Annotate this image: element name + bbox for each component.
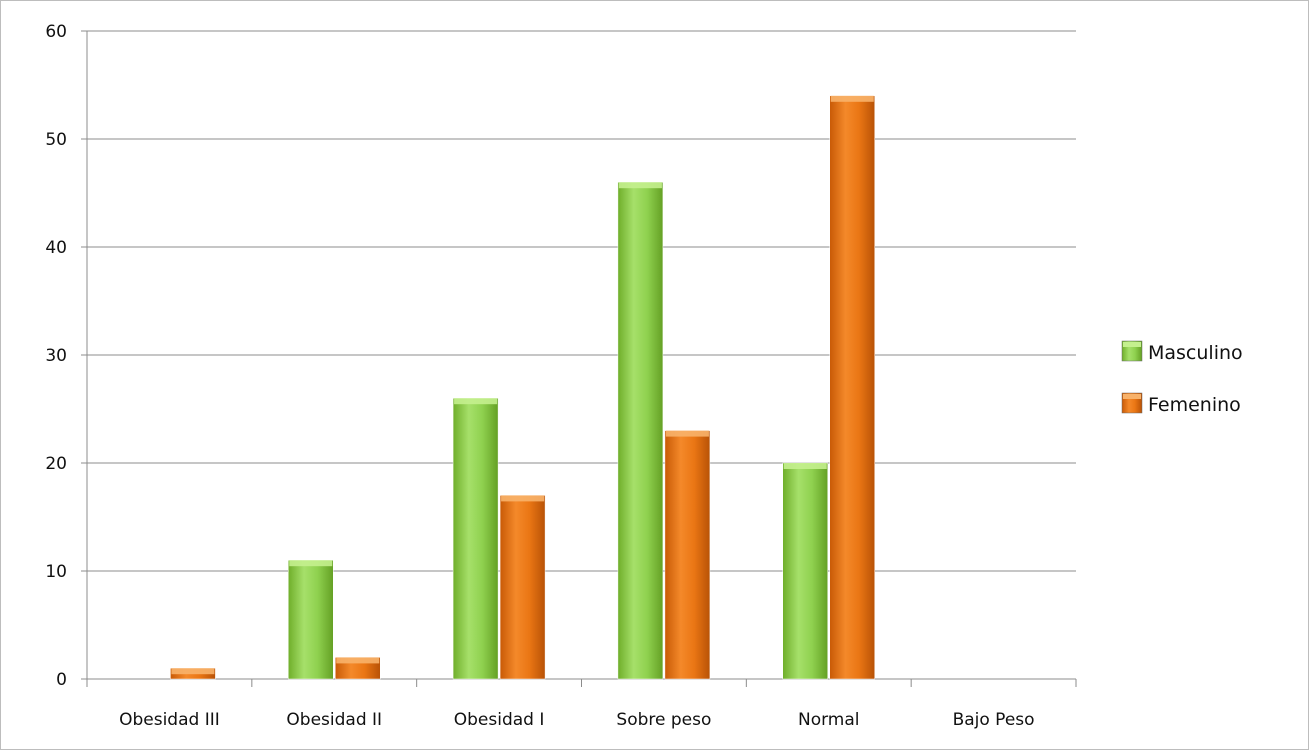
bar-highlight xyxy=(830,95,874,102)
x-tick-label: Obesidad II xyxy=(286,710,382,730)
bar-highlight xyxy=(336,657,380,664)
bar-masculino xyxy=(452,397,499,680)
bar-femenino xyxy=(499,495,546,680)
axes xyxy=(81,30,1077,687)
bars xyxy=(170,95,875,680)
y-tick-label: 60 xyxy=(45,22,67,42)
y-tick-label: 40 xyxy=(45,238,67,258)
bar-highlight xyxy=(454,398,498,405)
y-tick-label: 10 xyxy=(45,562,67,582)
axis-labels: 0 10 20 30 40 50 60 Obesidad III Obesidad II Obes… xyxy=(45,22,1034,730)
bar-highlight xyxy=(783,463,827,469)
x-tick-label: Obesidad III xyxy=(119,710,220,730)
bar-highlight xyxy=(171,668,215,675)
bar-highlight xyxy=(289,560,333,567)
y-tick-label: 50 xyxy=(45,130,67,150)
legend-swatch-highlight xyxy=(1123,394,1141,399)
bar-highlight xyxy=(501,495,545,502)
bar-femenino xyxy=(664,430,711,680)
bar-highlight xyxy=(665,430,709,437)
legend: Masculino Femenino xyxy=(1121,340,1243,416)
legend-swatch-highlight xyxy=(1123,342,1141,347)
bar-masculino xyxy=(288,559,334,680)
bar-femenino xyxy=(829,95,875,680)
bar-highlight xyxy=(618,182,662,189)
x-tick-label: Obesidad I xyxy=(454,710,545,730)
y-tick-label: 30 xyxy=(45,346,67,366)
x-tick-label: Normal xyxy=(798,710,860,730)
y-tick-label: 0 xyxy=(56,670,67,690)
legend-label-femenino: Femenino xyxy=(1148,394,1241,416)
legend-label-masculino: Masculino xyxy=(1148,342,1243,364)
x-tick-label: Sobre peso xyxy=(616,710,711,730)
x-tick-label: Bajo Peso xyxy=(953,710,1035,730)
bar-masculino xyxy=(782,462,828,680)
bar-masculino xyxy=(617,181,664,680)
gridlines xyxy=(87,30,1076,572)
y-tick-label: 20 xyxy=(45,454,67,474)
